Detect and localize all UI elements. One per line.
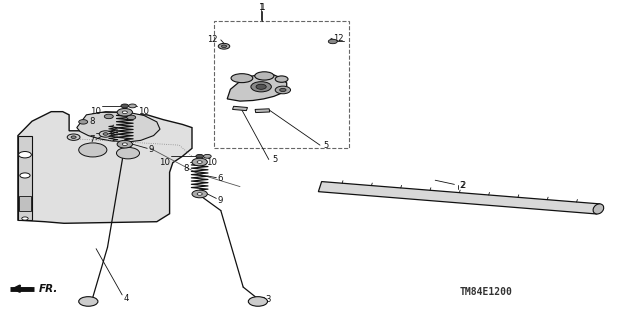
Text: 11: 11 [84,144,95,153]
Circle shape [99,131,112,137]
Circle shape [192,158,207,166]
Circle shape [117,108,132,116]
Text: TM84E1200: TM84E1200 [460,287,513,297]
Text: 6: 6 [218,174,223,183]
Text: 4: 4 [124,294,129,303]
Text: 3: 3 [266,295,271,304]
Circle shape [121,104,129,108]
Circle shape [256,84,266,89]
Text: 9: 9 [148,145,154,154]
Text: 2: 2 [460,181,465,190]
Polygon shape [318,182,600,214]
Circle shape [251,82,271,92]
Circle shape [19,152,31,158]
Bar [214,21,349,148]
Ellipse shape [593,204,604,214]
Text: 10: 10 [159,158,170,167]
Circle shape [71,136,76,138]
Text: 10: 10 [138,107,149,116]
Text: 12: 12 [333,34,343,43]
Text: 1: 1 [260,4,265,12]
Circle shape [221,45,227,48]
Ellipse shape [275,76,288,82]
Text: 1: 1 [259,3,264,11]
Ellipse shape [231,74,253,83]
Circle shape [79,297,98,306]
Circle shape [20,173,30,178]
Text: 9: 9 [218,196,223,204]
Circle shape [197,193,202,195]
Circle shape [196,154,204,158]
Ellipse shape [255,72,274,80]
Text: 5: 5 [323,141,328,150]
Circle shape [79,143,107,157]
Circle shape [122,111,127,114]
Text: 5: 5 [272,155,277,164]
Text: 10: 10 [90,107,101,116]
Circle shape [218,43,230,49]
Circle shape [122,143,127,145]
Polygon shape [232,106,248,111]
Text: 8: 8 [183,164,189,173]
Polygon shape [77,112,160,142]
Polygon shape [18,112,192,223]
Circle shape [116,147,140,159]
Bar [19,196,31,211]
Polygon shape [227,74,287,101]
Circle shape [127,115,136,120]
Circle shape [204,154,211,158]
Circle shape [192,190,207,198]
Circle shape [79,120,88,124]
Circle shape [129,104,136,108]
Circle shape [275,86,291,94]
Circle shape [67,134,80,140]
Circle shape [104,114,113,119]
Circle shape [197,161,202,163]
Text: 10: 10 [206,158,217,167]
Text: FR.: FR. [38,284,58,294]
Text: 7: 7 [89,135,95,144]
Circle shape [280,88,286,92]
Text: 2: 2 [461,181,466,189]
Polygon shape [18,136,32,220]
Circle shape [22,217,28,220]
Text: 12: 12 [207,35,218,44]
Text: 8: 8 [89,117,95,126]
Polygon shape [255,109,269,113]
Circle shape [117,140,132,148]
Circle shape [328,39,337,44]
Circle shape [248,297,268,306]
Circle shape [103,133,108,135]
